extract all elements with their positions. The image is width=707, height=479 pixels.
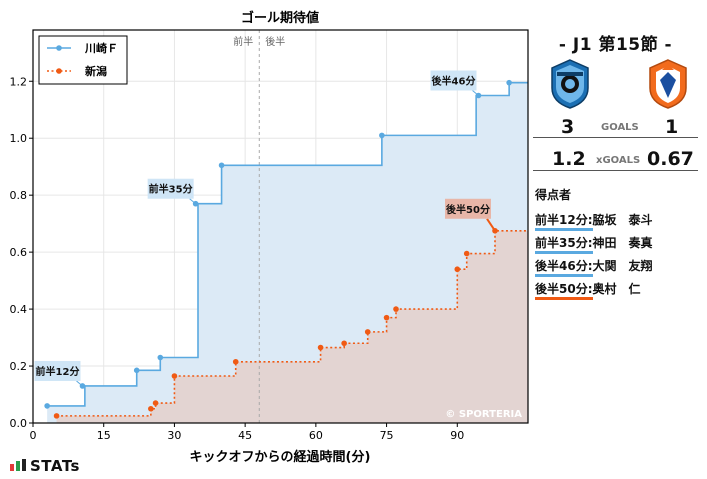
home-goals: 3 xyxy=(561,116,575,138)
legend-marker xyxy=(56,45,62,51)
legend-label: 川崎Ｆ xyxy=(84,41,118,55)
niigata-badge-icon xyxy=(649,59,687,109)
data-point xyxy=(218,162,225,169)
xg-row: 1.2 xGOALS 0.67 xyxy=(533,146,698,171)
y-tick-label: 0.0 xyxy=(10,417,28,430)
scorer-time: 後半46分: xyxy=(535,257,593,277)
data-point xyxy=(171,373,178,379)
axes-frame xyxy=(32,29,529,424)
scorer-item: 前半35分:神田 奏真 xyxy=(535,234,653,254)
scorer-time: 後半50分: xyxy=(535,280,593,300)
scorers-title: 得点者 xyxy=(535,188,572,202)
scorer-name: 大関 友翔 xyxy=(592,259,653,273)
annotation-box xyxy=(34,360,81,381)
bar-chart-icon xyxy=(10,459,26,471)
y-tick-label: 0.6 xyxy=(10,246,28,259)
stats-logo: STATs xyxy=(10,457,80,475)
data-point xyxy=(383,314,390,321)
series-fill-1 xyxy=(56,230,528,423)
x-tick-label: 60 xyxy=(309,429,323,442)
scorer-name: 脇坂 泰斗 xyxy=(592,213,653,227)
annotation-label: 後半50分 xyxy=(446,203,490,216)
series-line-0 xyxy=(47,81,528,407)
annotation-label: 前半35分 xyxy=(149,183,193,196)
data-point xyxy=(341,340,347,347)
legend-marker xyxy=(56,68,62,74)
data-point xyxy=(44,403,50,409)
annotation-box xyxy=(430,70,477,91)
y-tick-label: 1.0 xyxy=(10,132,28,145)
annotation-label: 前半12分 xyxy=(36,365,80,378)
x-tick-label: 90 xyxy=(450,429,464,442)
scorer-time: 前半35分: xyxy=(535,234,593,254)
y-tick-label: 1.2 xyxy=(10,75,28,88)
scorer-item: 後半46分:大関 友翔 xyxy=(535,257,653,277)
data-point xyxy=(463,250,470,257)
data-point xyxy=(317,344,324,351)
data-point xyxy=(506,79,512,86)
halftime-label-first: 前半 xyxy=(233,35,253,48)
goals-row: 3 GOALS 1 xyxy=(533,114,698,138)
away-xg: 0.67 xyxy=(647,148,694,170)
brand-name: STATs xyxy=(30,457,80,475)
annotation-arrow xyxy=(76,380,83,387)
scorer-item: 前半12分:脇坂 泰斗 xyxy=(535,211,653,231)
kawasaki-badge-icon xyxy=(551,59,589,109)
round-title: - J1 第15節 - xyxy=(558,35,673,55)
xg-label: xGOALS xyxy=(596,155,641,166)
scorer-name: 神田 奏真 xyxy=(592,236,653,250)
legend-box xyxy=(38,35,128,85)
annotation-box xyxy=(147,178,194,199)
annotation-arrow xyxy=(472,90,479,96)
legend-label: 新潟 xyxy=(85,64,107,78)
series-line-1 xyxy=(56,229,528,417)
data-point xyxy=(152,400,159,406)
data-point xyxy=(454,266,461,273)
y-tick-label: 0.4 xyxy=(10,303,28,316)
data-point xyxy=(157,354,164,361)
x-tick-label: 15 xyxy=(97,429,111,442)
data-point xyxy=(148,405,154,412)
home-xg: 1.2 xyxy=(552,148,586,170)
chart-title: ゴール期待値 xyxy=(241,10,319,26)
x-tick-label: 0 xyxy=(30,429,37,442)
x-tick-label: 30 xyxy=(167,429,181,442)
x-tick-label: 75 xyxy=(380,429,394,442)
scorer-time: 前半12分: xyxy=(535,211,593,231)
annotation-box xyxy=(445,198,491,219)
annotation-arrow xyxy=(189,198,196,205)
goals-label: GOALS xyxy=(601,122,639,133)
data-point xyxy=(393,306,399,312)
y-tick-label: 0.8 xyxy=(10,189,28,202)
x-tick-label: 45 xyxy=(238,429,252,442)
legend: 川崎Ｆ 新潟 xyxy=(38,35,128,85)
scorer-item: 後半50分:奥村 仁 xyxy=(535,280,641,300)
annotation-label: 後半46分 xyxy=(432,75,476,88)
y-tick-label: 0.2 xyxy=(10,360,28,373)
data-point xyxy=(379,132,385,139)
data-point xyxy=(53,413,60,419)
watermark: © SPORTERIA xyxy=(445,409,522,420)
annotation-arrow xyxy=(486,218,496,232)
scorer-name: 奥村 仁 xyxy=(592,282,641,296)
away-goals: 1 xyxy=(665,116,679,138)
data-point xyxy=(133,367,140,374)
x-axis-label: キックオフからの経過時間(分) xyxy=(190,449,371,465)
halftime-label-second: 後半 xyxy=(265,35,285,48)
data-point xyxy=(232,358,239,365)
data-point xyxy=(364,329,371,335)
